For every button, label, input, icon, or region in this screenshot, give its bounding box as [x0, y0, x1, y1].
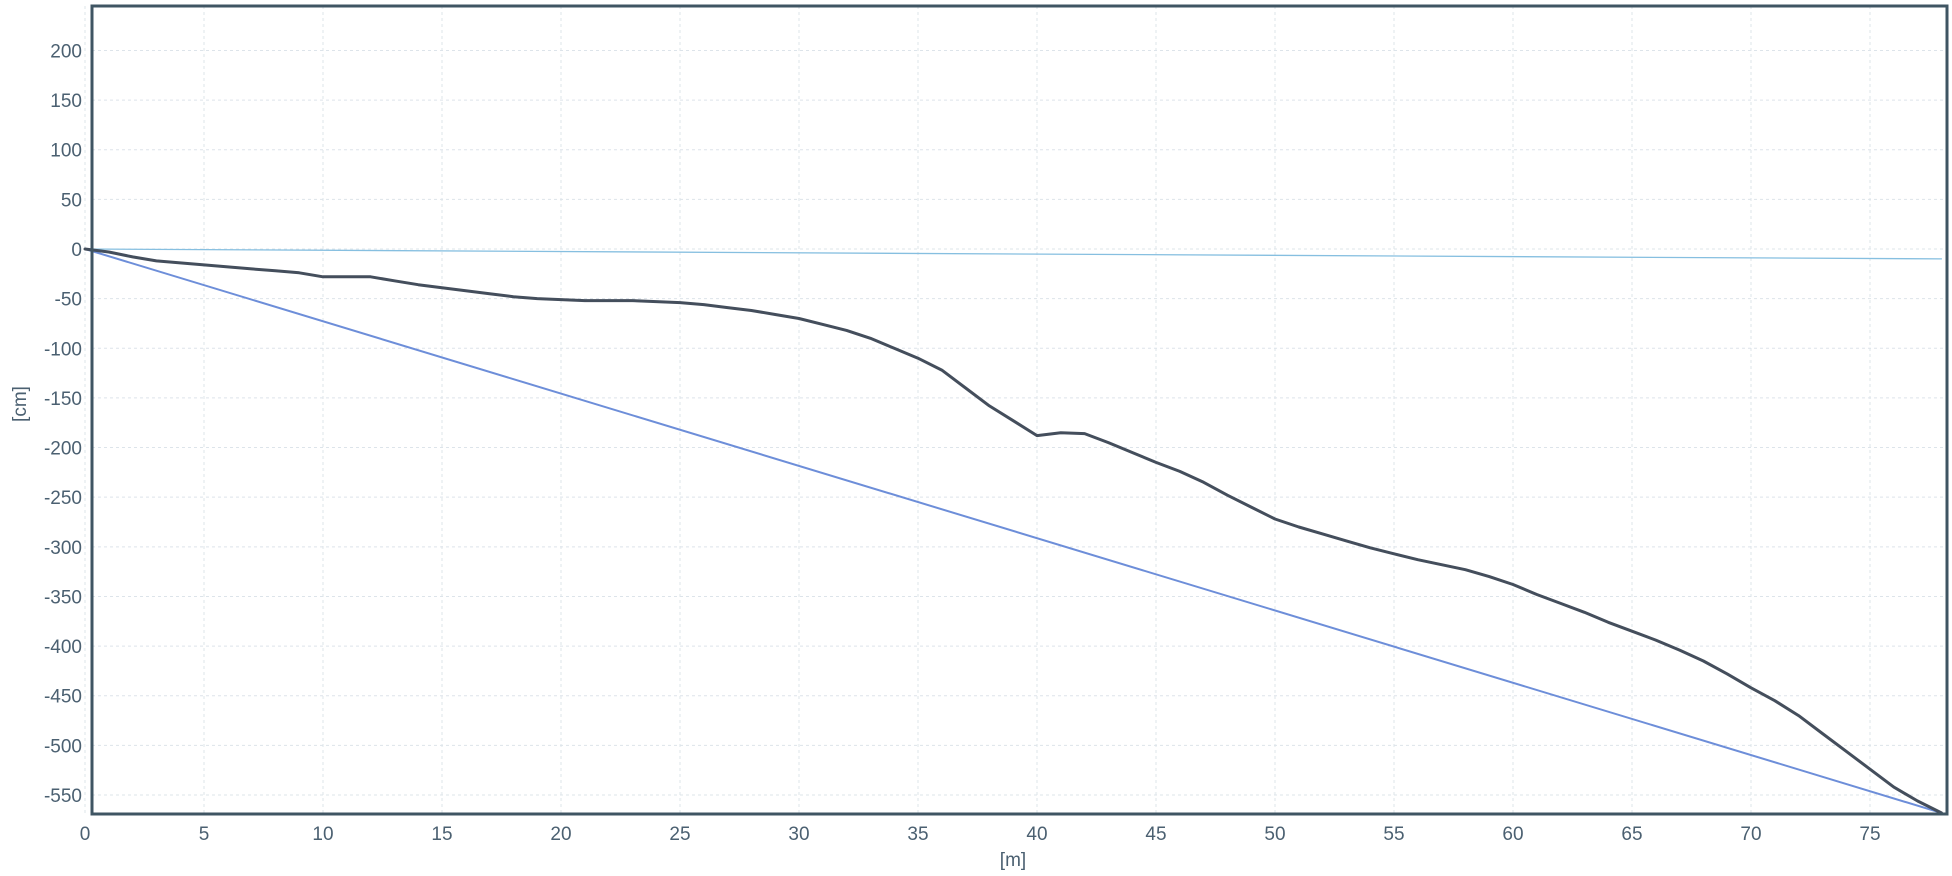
x-tick-label: 10: [312, 824, 333, 845]
y-tick-label: 200: [50, 41, 82, 62]
y-tick-label: 150: [50, 91, 82, 112]
y-tick-label: -550: [44, 786, 82, 807]
y-tick-label: -300: [44, 538, 82, 559]
y-tick-label: -50: [55, 290, 82, 311]
series-layer: [83, 247, 1943, 815]
y-tick-label: -350: [44, 587, 82, 608]
x-tick-label: 0: [80, 824, 91, 845]
grid: [84, 6, 1947, 814]
x-tick-label: 45: [1145, 824, 1166, 845]
y-tick-label: -500: [44, 736, 82, 757]
y-tick-label: -450: [44, 687, 82, 708]
chord-line: [84, 248, 1943, 814]
x-tick-label: 50: [1264, 824, 1285, 845]
y-tick-label: 50: [61, 190, 82, 211]
profile-line: [83, 247, 1943, 815]
y-tick-label: -250: [44, 488, 82, 509]
x-tick-label: 40: [1026, 824, 1047, 845]
y-tick-label: -200: [44, 439, 82, 460]
y-tick-label: 0: [71, 240, 82, 261]
y-axis-title: [cm]: [10, 386, 31, 422]
y-tick-label: 100: [50, 141, 82, 162]
x-tick-label: 5: [199, 824, 210, 845]
x-tick-label: 75: [1859, 824, 1880, 845]
x-axis: 0 5 10 15 20 25 30 35 40 45 50 55 60 65 70 75: [80, 824, 1881, 845]
x-tick-label: 55: [1383, 824, 1404, 845]
plot-frame: [90, 4, 1949, 816]
reference-line: [84, 248, 1943, 260]
x-axis-title: [m]: [1000, 850, 1026, 871]
y-tick-label: -100: [44, 339, 82, 360]
x-tick-label: 60: [1502, 824, 1523, 845]
x-tick-label: 70: [1740, 824, 1761, 845]
x-tick-label: 15: [431, 824, 452, 845]
y-tick-label: -400: [44, 637, 82, 658]
y-axis: 200 150 100 50 0 -50 -100 -150 -200 -250 -300 -350 -…: [44, 41, 82, 807]
x-tick-label: 65: [1621, 824, 1642, 845]
x-tick-label: 20: [550, 824, 571, 845]
x-tick-label: 25: [669, 824, 690, 845]
x-tick-label: 30: [788, 824, 809, 845]
x-tick-label: 35: [907, 824, 928, 845]
y-tick-label: -150: [44, 389, 82, 410]
